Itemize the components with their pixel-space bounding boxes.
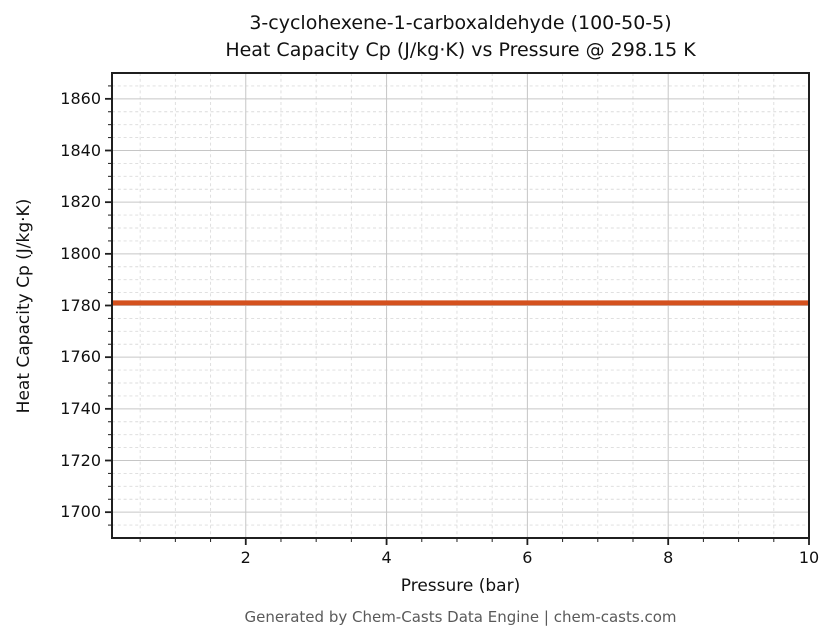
y-tick-label: 1780 [60,295,101,315]
y-tick-label: 1840 [60,140,101,160]
x-tick-label: 6 [522,548,533,567]
chart-title-line1: 3-cyclohexene-1-carboxaldehyde (100-50-5… [249,12,672,34]
chart-title-line2: Heat Capacity Cp (J/kg·K) vs Pressure @ … [225,39,696,61]
y-axis-label: Heat Capacity Cp (J/kg·K) [14,198,34,414]
y-tick-label: 1860 [60,88,101,108]
x-axis-label: Pressure (bar) [400,576,521,596]
y-tick-label: 1820 [60,192,101,212]
tick-marks [105,85,810,545]
y-tick-label: 1740 [60,398,101,418]
chart-title: 3-cyclohexene-1-carboxaldehyde (100-50-5… [112,10,809,64]
x-tick-label: 2 [240,548,251,567]
y-tick-label: 1760 [60,347,101,367]
y-tick-label: 1800 [60,243,101,263]
x-tick-label: 10 [798,548,820,567]
y-tick-label: 1700 [60,502,101,522]
footer-credit: Generated by Chem-Casts Data Engine | ch… [244,608,677,626]
x-tick-label: 4 [381,548,392,567]
y-tick-label: 1720 [60,450,101,470]
x-tick-label: 8 [663,548,674,567]
major-gridlines [112,73,810,538]
